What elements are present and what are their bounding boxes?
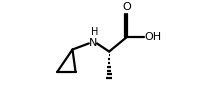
Text: N: N	[89, 38, 97, 48]
Text: OH: OH	[145, 32, 162, 42]
Text: O: O	[122, 2, 131, 12]
Text: H: H	[91, 27, 99, 37]
